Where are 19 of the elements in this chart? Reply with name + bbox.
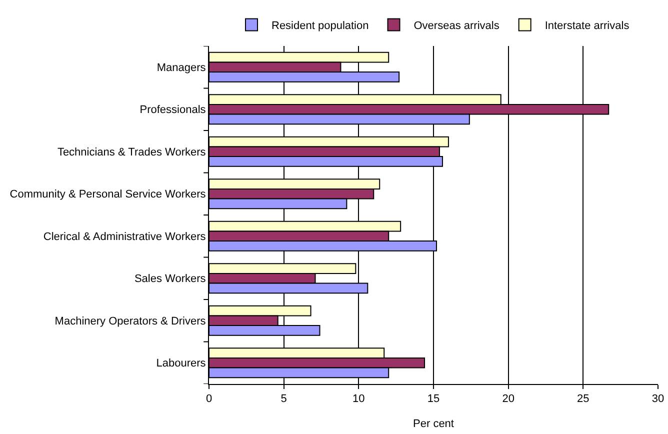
x-tick-label: 15 — [427, 393, 440, 406]
y-tick-label: Machinery Operators & Drivers — [54, 315, 206, 328]
legend-label: Overseas arrivals — [414, 20, 500, 32]
x-tick-label: 20 — [502, 393, 514, 406]
y-tick-label: Sales Workers — [134, 273, 206, 286]
x-tick-label: 0 — [206, 393, 212, 406]
legend-label: Resident population — [272, 20, 369, 32]
y-tick-label: Technicians & Trades Workers — [57, 146, 206, 158]
y-tick-label: Community & Personal Service Workers — [10, 188, 206, 201]
y-tick-label: Labourers — [156, 358, 206, 370]
y-tick-label: Professionals — [140, 104, 206, 116]
x-tick-label: 5 — [280, 393, 287, 406]
x-tick-label: 10 — [352, 393, 365, 406]
y-tick-label: Managers — [156, 62, 206, 74]
legend-label: Interstate arrivals — [544, 20, 630, 32]
y-tick-label: Clerical & Administrative Workers — [43, 230, 206, 243]
x-tick-label: 30 — [652, 393, 664, 406]
x-tick-label: 25 — [577, 393, 590, 406]
x-axis-title: Per cent — [413, 418, 454, 430]
